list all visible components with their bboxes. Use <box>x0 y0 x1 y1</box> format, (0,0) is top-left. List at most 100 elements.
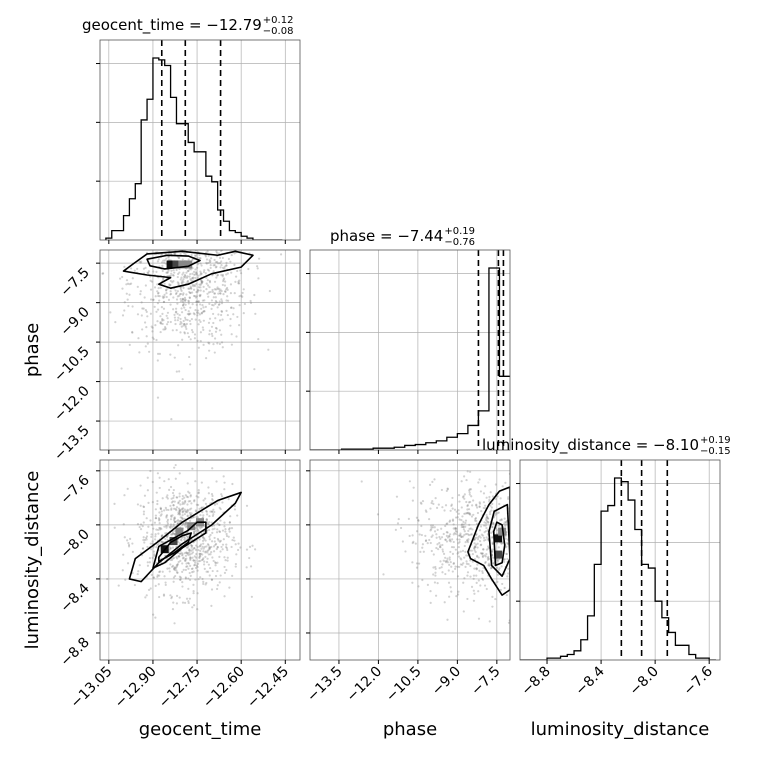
sample-point <box>126 487 129 490</box>
sample-point <box>448 520 451 523</box>
sample-point <box>199 331 202 334</box>
sample-point <box>146 545 149 549</box>
sample-point <box>142 513 145 516</box>
sample-point <box>527 535 529 537</box>
sample-point <box>149 542 152 545</box>
sample-point <box>181 501 184 504</box>
sample-point <box>504 537 507 540</box>
sample-point <box>201 553 204 556</box>
sample-point <box>203 310 206 313</box>
sample-point <box>550 525 552 527</box>
panel-frame-phase-phase <box>309 249 511 451</box>
sample-point <box>449 550 452 554</box>
sample-point <box>497 546 500 549</box>
sample-point <box>187 269 190 272</box>
sample-point <box>497 524 501 527</box>
sample-point <box>166 320 170 324</box>
sample-point <box>129 282 133 285</box>
sample-point <box>165 515 168 518</box>
sample-point <box>181 220 183 222</box>
sample-point <box>202 244 204 246</box>
sample-point <box>473 545 476 548</box>
sample-point <box>221 346 224 349</box>
sample-point <box>463 533 466 536</box>
sample-point <box>208 535 211 538</box>
sample-point <box>192 233 194 235</box>
sample-point <box>175 298 179 301</box>
sample-point <box>487 555 490 558</box>
sample-point <box>185 327 188 331</box>
sample-point <box>221 318 224 321</box>
sample-point <box>212 270 215 273</box>
sample-point <box>580 553 582 555</box>
sample-point <box>201 326 204 329</box>
sample-point <box>217 243 219 245</box>
sample-point <box>213 258 216 262</box>
sample-point <box>267 348 270 351</box>
sample-point <box>200 247 202 249</box>
sample-point <box>563 566 565 568</box>
sample-point <box>158 595 161 599</box>
sample-point <box>166 518 170 521</box>
sample-point <box>136 237 138 239</box>
sample-point <box>432 502 435 505</box>
sample-point <box>494 497 497 500</box>
sample-point <box>445 530 448 534</box>
sample-point <box>167 256 170 259</box>
sample-point <box>226 313 229 317</box>
sample-point <box>452 562 455 565</box>
sample-point <box>164 325 167 329</box>
sample-point <box>201 511 204 514</box>
sample-point <box>518 535 520 537</box>
sample-point <box>171 274 175 277</box>
sample-point <box>220 341 224 344</box>
sample-point <box>179 278 182 281</box>
sample-point <box>425 510 428 513</box>
sample-point <box>485 516 488 519</box>
sample-point <box>487 520 490 523</box>
sample-point <box>490 506 493 509</box>
sample-point <box>221 283 224 287</box>
sample-point <box>174 244 176 246</box>
sample-point <box>426 583 429 586</box>
sample-point <box>149 469 152 473</box>
sample-point <box>202 306 205 309</box>
sample-point <box>177 555 180 558</box>
sample-point <box>163 293 166 296</box>
sample-point <box>140 260 143 263</box>
sample-point <box>467 538 470 541</box>
sample-point <box>199 303 202 306</box>
sample-point <box>211 531 214 534</box>
sample-point <box>173 566 176 569</box>
sample-point <box>249 565 253 568</box>
sample-point <box>448 535 451 538</box>
sample-point <box>163 259 167 262</box>
sample-point <box>209 264 212 267</box>
sample-point <box>487 547 490 550</box>
sample-point <box>187 310 190 313</box>
sample-point <box>462 528 465 531</box>
sample-point <box>443 601 446 604</box>
sample-point <box>457 542 460 545</box>
sample-point <box>186 318 189 322</box>
sample-point <box>428 483 432 486</box>
sample-point <box>460 506 463 509</box>
sample-point <box>138 260 141 263</box>
sample-point <box>210 257 213 260</box>
sample-point <box>408 534 411 538</box>
sample-point <box>483 554 486 557</box>
sample-point <box>186 509 190 512</box>
sample-point <box>213 264 216 267</box>
sample-point <box>211 510 214 514</box>
panel-frame-geocent_time-geocent_time <box>99 39 301 241</box>
sample-point <box>188 571 191 575</box>
sample-point <box>515 536 517 538</box>
sample-point <box>169 504 172 507</box>
sample-point <box>192 221 194 223</box>
sample-point <box>191 272 194 275</box>
sample-point <box>535 518 537 520</box>
sample-point <box>194 308 197 312</box>
sample-point <box>206 570 210 573</box>
sample-point <box>189 499 192 503</box>
sample-point <box>142 510 146 513</box>
